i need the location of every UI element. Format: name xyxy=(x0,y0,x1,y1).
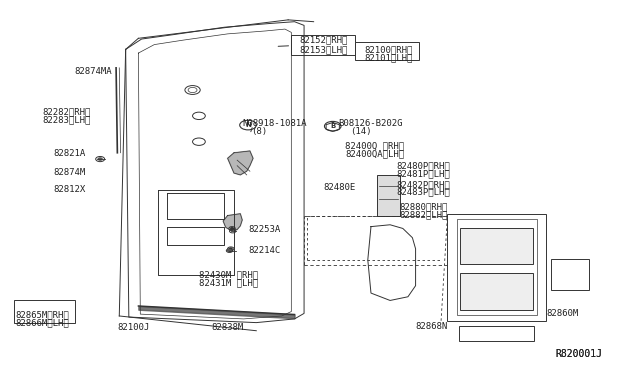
Circle shape xyxy=(231,228,234,229)
Text: (8): (8) xyxy=(251,127,268,136)
Text: 82481P〈LH〉: 82481P〈LH〉 xyxy=(396,169,450,178)
Polygon shape xyxy=(223,214,243,230)
Bar xyxy=(355,42,419,61)
Text: 82865M〈RH〉: 82865M〈RH〉 xyxy=(15,310,69,319)
Text: 82430M 〈RH〉: 82430M 〈RH〉 xyxy=(199,270,258,279)
Text: R820001J: R820001J xyxy=(556,349,603,359)
Circle shape xyxy=(99,158,102,160)
Polygon shape xyxy=(228,151,253,175)
Text: 82821A: 82821A xyxy=(54,150,86,158)
Text: 82253A: 82253A xyxy=(248,225,281,234)
Text: 82101〈LH〉: 82101〈LH〉 xyxy=(365,53,413,62)
Text: (14): (14) xyxy=(350,127,371,136)
Bar xyxy=(447,214,546,321)
Text: B: B xyxy=(330,123,335,129)
Text: 82152〈RH〉: 82152〈RH〉 xyxy=(300,36,348,45)
Text: 82812X: 82812X xyxy=(54,185,86,194)
Text: 82482P〈RH〉: 82482P〈RH〉 xyxy=(396,180,450,189)
Text: 82400Q 〈RH〉: 82400Q 〈RH〉 xyxy=(346,141,404,150)
Text: 82874MA: 82874MA xyxy=(75,67,112,76)
Text: 82868N: 82868N xyxy=(415,322,448,331)
Bar xyxy=(459,326,534,341)
Bar xyxy=(460,228,534,263)
Text: 82283〈LH〉: 82283〈LH〉 xyxy=(43,116,91,125)
Text: 82282〈RH〉: 82282〈RH〉 xyxy=(43,108,91,117)
Text: 82880〈RH〉: 82880〈RH〉 xyxy=(399,202,448,212)
Text: 82100J: 82100J xyxy=(117,323,150,331)
Text: B08126-B202G: B08126-B202G xyxy=(338,119,403,128)
Circle shape xyxy=(228,250,232,252)
Text: 82400QA〈LH〉: 82400QA〈LH〉 xyxy=(346,149,404,158)
Text: 82860M: 82860M xyxy=(546,309,579,318)
Text: 82480P〈RH〉: 82480P〈RH〉 xyxy=(396,161,450,170)
Text: 82100〈RH〉: 82100〈RH〉 xyxy=(365,45,413,54)
Text: 82483P〈LH〉: 82483P〈LH〉 xyxy=(396,188,450,197)
Text: 82882〈LH〉: 82882〈LH〉 xyxy=(399,211,448,220)
Bar xyxy=(14,301,75,323)
Text: R820001J: R820001J xyxy=(556,349,603,359)
Bar xyxy=(550,259,589,290)
Text: N: N xyxy=(245,122,251,128)
Bar xyxy=(291,35,355,55)
Bar xyxy=(460,273,534,310)
Text: 82866M〈LH〉: 82866M〈LH〉 xyxy=(15,318,69,327)
Text: 82431M 〈LH〉: 82431M 〈LH〉 xyxy=(199,278,258,287)
Circle shape xyxy=(230,248,232,250)
Text: 82214C: 82214C xyxy=(248,246,281,255)
Text: N08918-1081A: N08918-1081A xyxy=(243,119,307,128)
Text: 82480E: 82480E xyxy=(323,183,355,192)
Text: 82838M: 82838M xyxy=(212,323,244,331)
Bar xyxy=(378,175,399,215)
Bar xyxy=(457,219,537,315)
Text: 82874M: 82874M xyxy=(54,168,86,177)
Text: 82153〈LH〉: 82153〈LH〉 xyxy=(300,45,348,54)
